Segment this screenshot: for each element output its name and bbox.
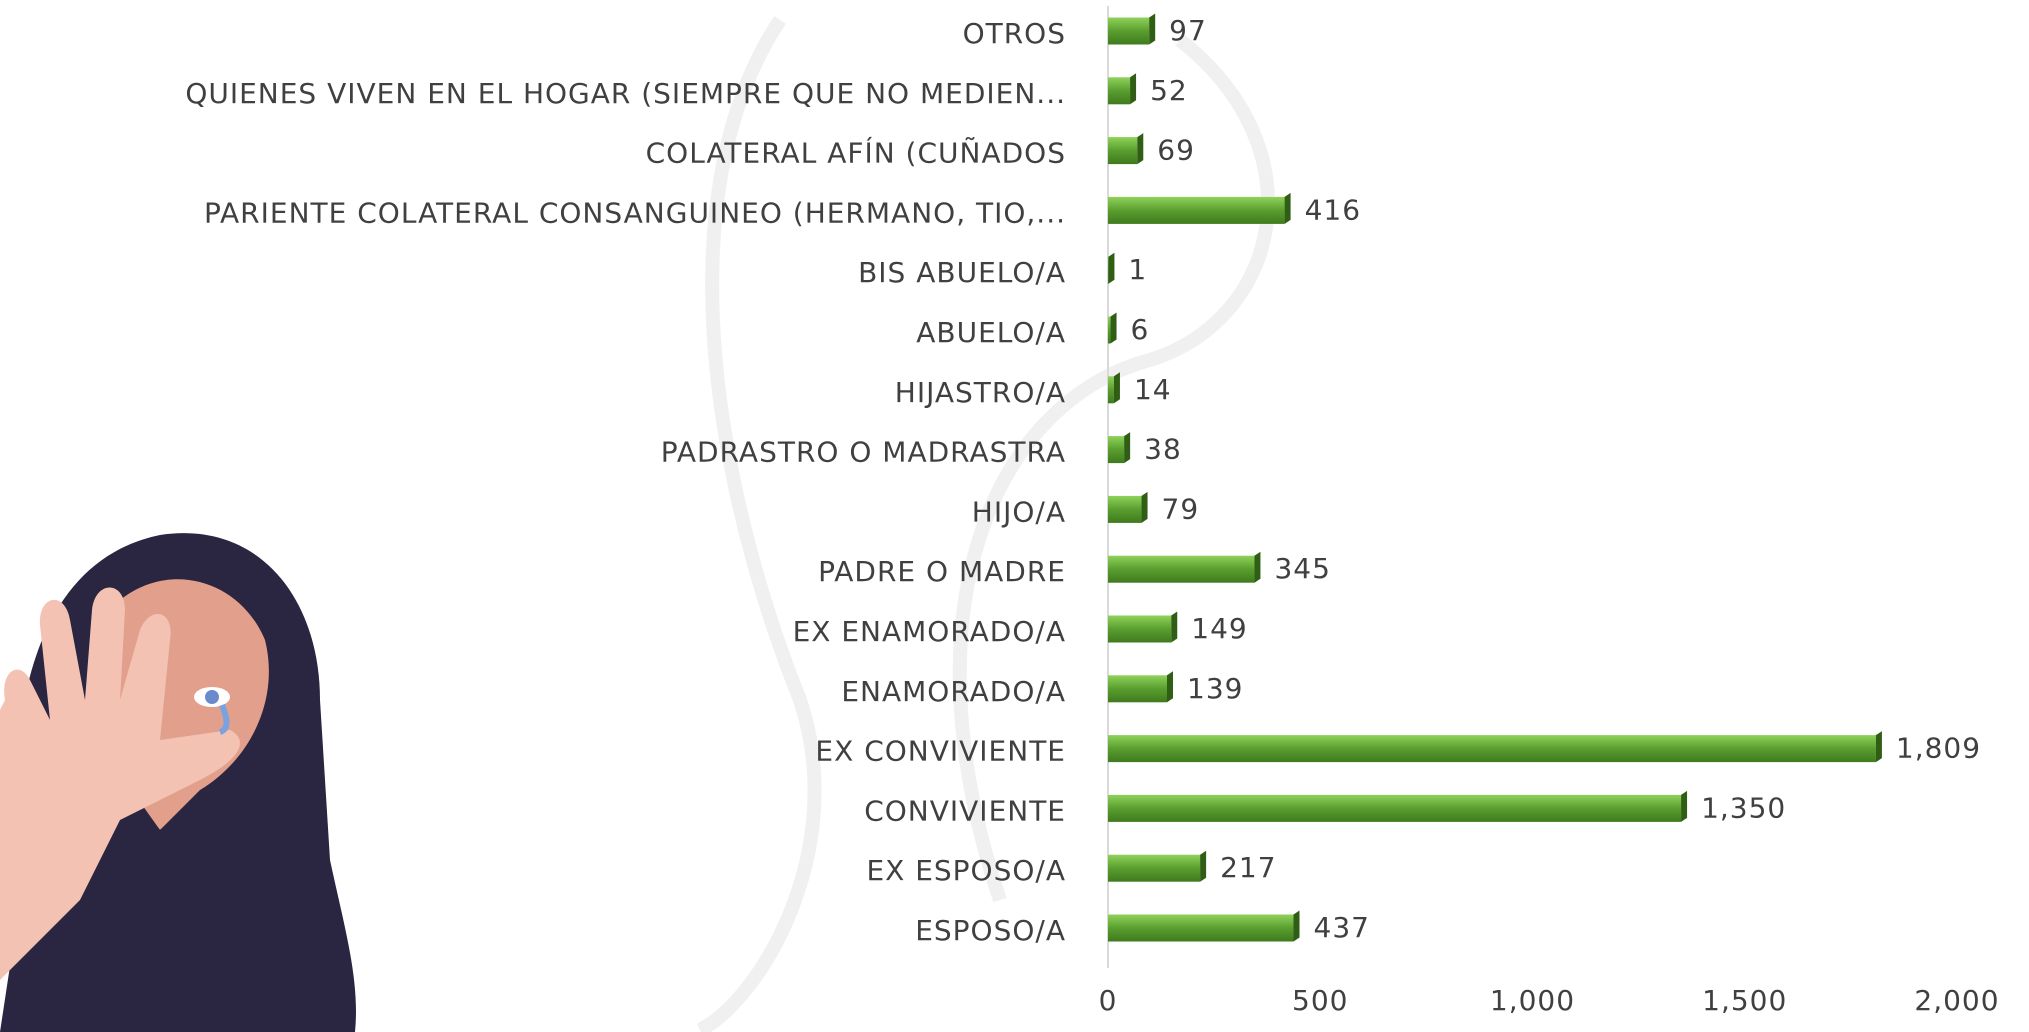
y-tick-label: ENAMORADO/A [841, 675, 1066, 708]
y-tick-label: HIJASTRO/A [895, 376, 1066, 409]
bar [1108, 137, 1137, 164]
y-tick-label: HIJO/A [972, 495, 1066, 528]
bar [1108, 855, 1200, 882]
value-label: 14 [1134, 373, 1172, 406]
y-tick-label: BIS ABUELO/A [858, 256, 1066, 289]
y-tick-label: QUIENES VIVEN EN EL HOGAR (SIEMPRE QUE N… [185, 77, 1066, 110]
bar [1108, 317, 1111, 344]
value-label: 149 [1191, 612, 1247, 645]
value-label: 437 [1314, 911, 1370, 944]
bar [1108, 376, 1114, 403]
y-tick-label: PADRE O MADRE [818, 555, 1066, 588]
bar-side [1294, 911, 1300, 942]
value-label: 69 [1157, 134, 1195, 167]
x-tick-label: 0 [1099, 984, 1118, 1017]
page: 0 500 1,000 1,500 2,000 OTROS 97 QUIENES VIVEN … [0, 0, 2029, 1032]
y-tick-label: CONVIVIENTE [864, 794, 1066, 827]
bar [1108, 735, 1876, 762]
bar-side [1200, 851, 1206, 882]
bar-side [1254, 552, 1260, 583]
value-label: 79 [1162, 492, 1200, 525]
value-label: 38 [1144, 433, 1182, 466]
bar-side [1111, 313, 1117, 344]
bar-side [1167, 671, 1173, 702]
x-tick-label: 1,000 [1490, 984, 1575, 1017]
bar [1108, 675, 1167, 702]
y-tick-label: EX ESPOSO/A [866, 854, 1066, 887]
value-label: 345 [1274, 552, 1330, 585]
bar-side [1171, 612, 1177, 643]
bar-side [1124, 432, 1130, 463]
bar-side [1108, 253, 1114, 284]
y-tick-label: ESPOSO/A [915, 914, 1066, 947]
bar-side [1142, 492, 1148, 523]
bar-side [1137, 133, 1143, 164]
value-label: 97 [1169, 14, 1207, 47]
y-tick-label: PADRASTRO O MADRASTRA [661, 436, 1066, 469]
bar [1108, 496, 1142, 523]
value-label: 1 [1128, 253, 1147, 286]
x-tick-label: 2,000 [1914, 984, 1999, 1017]
bar [1108, 77, 1130, 104]
bar [1108, 18, 1149, 45]
bar-side [1681, 791, 1687, 822]
bar [1108, 616, 1171, 643]
bar-side [1130, 73, 1136, 104]
value-label: 217 [1220, 851, 1276, 884]
bar [1108, 556, 1254, 583]
bar [1108, 795, 1681, 822]
bar [1108, 436, 1124, 463]
y-tick-label: ABUELO/A [916, 316, 1066, 349]
y-tick-label: COLATERAL AFÍN (CUÑADOS [646, 136, 1066, 170]
value-label: 1,809 [1896, 732, 1981, 765]
bar [1108, 197, 1285, 224]
y-tick-label: OTROS [963, 17, 1066, 50]
bar [1108, 915, 1294, 942]
bar-side [1876, 731, 1882, 762]
value-label: 6 [1131, 313, 1150, 346]
value-label: 139 [1187, 672, 1243, 705]
value-label: 52 [1150, 74, 1188, 107]
y-tick-label: PARIENTE COLATERAL CONSANGUINEO (HERMANO… [204, 196, 1066, 229]
bar-side [1114, 372, 1120, 403]
bar-side [1285, 193, 1291, 224]
illustration [0, 533, 356, 1032]
y-tick-label: EX ENAMORADO/A [793, 615, 1066, 648]
y-tick-label: EX CONVIVIENTE [815, 735, 1066, 768]
x-tick-label: 500 [1292, 984, 1348, 1017]
chart: 0 500 1,000 1,500 2,000 OTROS 97 QUIENES VIVEN … [0, 0, 2029, 1032]
bar-side [1149, 14, 1155, 45]
x-tick-label: 1,500 [1702, 984, 1787, 1017]
value-label: 416 [1305, 193, 1361, 226]
value-label: 1,350 [1701, 791, 1786, 824]
